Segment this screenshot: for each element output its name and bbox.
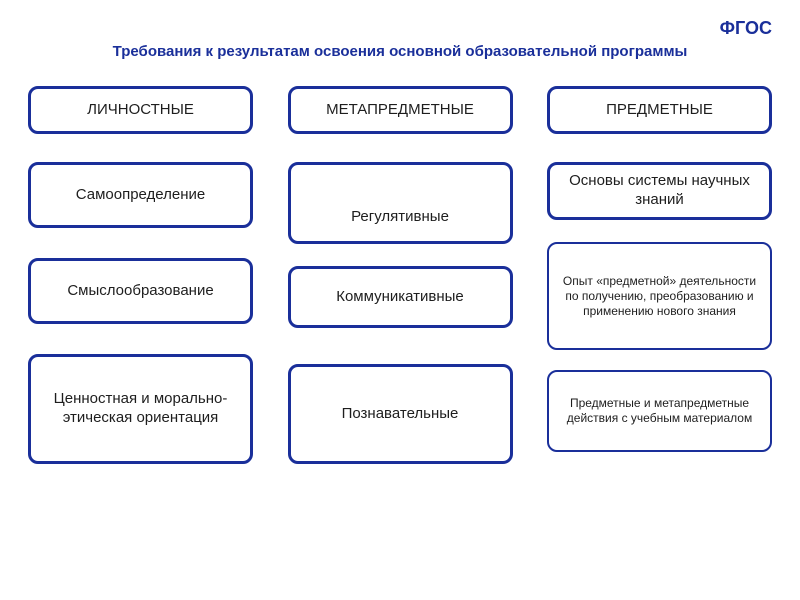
diagram-grid: ЛИЧНОСТНЫЕ Самоопределение Смыслообразован… [28, 86, 772, 464]
header-sub: Требования к результатам освоения основн… [28, 43, 772, 60]
diagram-header: ФГОС Требования к результатам освоения о… [28, 18, 772, 60]
item-label: Коммуникативные [336, 288, 464, 307]
item-box: Предметные и метапредметные действия с у… [547, 370, 772, 452]
item-box: Познавательные [288, 364, 513, 464]
category-header-label: ЛИЧНОСТНЫЕ [87, 101, 194, 120]
category-header-label: ПРЕДМЕТНЫЕ [606, 101, 713, 120]
item-box: Ценностная и морально-этическая ориентац… [28, 354, 253, 464]
item-label: Смыслообразование [67, 282, 213, 301]
category-header: МЕТАПРЕДМЕТНЫЕ [288, 86, 513, 134]
column-1: МЕТАПРЕДМЕТНЫЕ Регулятивные Коммуникативны… [288, 86, 513, 464]
item-box: Опыт «предметной» деятельности по получе… [547, 242, 772, 350]
header-top: ФГОС [28, 18, 772, 39]
item-label: Регулятивные [351, 208, 449, 227]
category-header: ПРЕДМЕТНЫЕ [547, 86, 772, 134]
item-label: Предметные и метапредметные действия с у… [557, 396, 762, 426]
item-label: Опыт «предметной» деятельности по получе… [557, 274, 762, 319]
item-box: Основы системы научных знаний [547, 162, 772, 220]
category-header-label: МЕТАПРЕДМЕТНЫЕ [326, 101, 474, 120]
column-0: ЛИЧНОСТНЫЕ Самоопределение Смыслообразован… [28, 86, 253, 464]
item-label: Основы системы научных знаний [558, 172, 761, 210]
item-label: Самоопределение [76, 186, 206, 205]
item-box: Коммуникативные [288, 266, 513, 328]
item-label: Познавательные [342, 405, 459, 424]
item-box: Регулятивные [288, 162, 513, 244]
item-box: Смыслообразование [28, 258, 253, 324]
column-2: ПРЕДМЕТНЫЕ Основы системы научных знаний О… [547, 86, 772, 464]
category-header: ЛИЧНОСТНЫЕ [28, 86, 253, 134]
item-label: Ценностная и морально-этическая ориентац… [39, 390, 242, 428]
item-box: Самоопределение [28, 162, 253, 228]
